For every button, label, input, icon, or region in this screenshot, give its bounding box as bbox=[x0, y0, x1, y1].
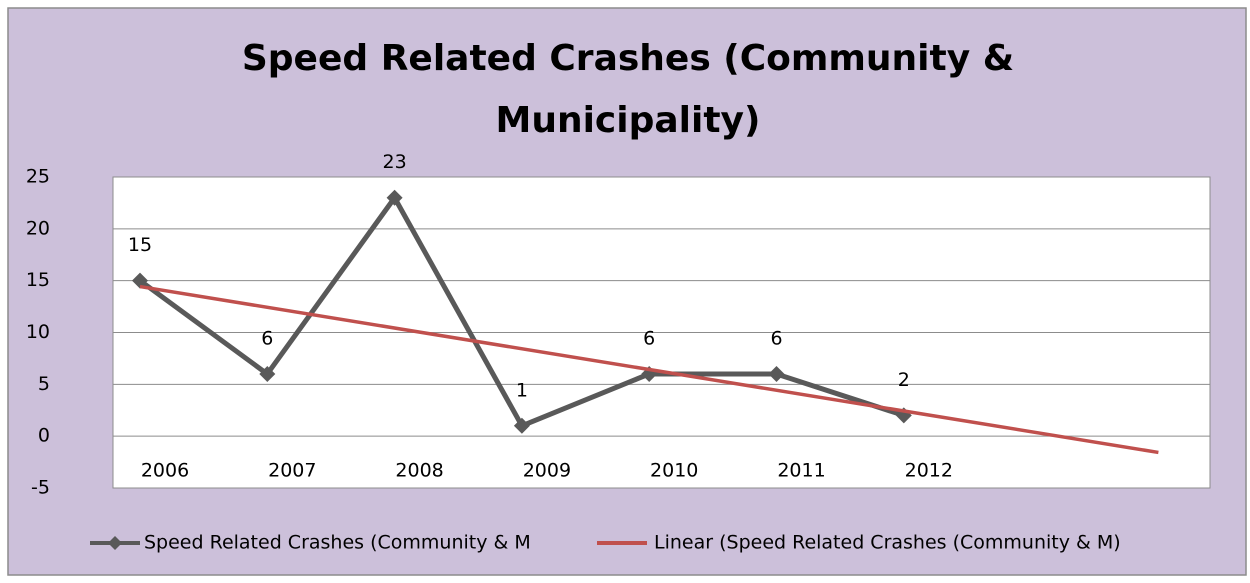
y-tick-label: 25 bbox=[26, 166, 50, 188]
legend-marker bbox=[108, 536, 122, 550]
data-label: 6 bbox=[643, 327, 655, 349]
data-label: 1 bbox=[516, 379, 528, 401]
marker bbox=[768, 365, 785, 382]
legend-label: Linear (Speed Related Crashes (Community… bbox=[654, 532, 1121, 554]
x-tick-label: 2010 bbox=[650, 460, 698, 482]
data-label: 23 bbox=[383, 151, 407, 173]
y-tick-label: 5 bbox=[38, 373, 50, 395]
x-tick-label: 2006 bbox=[141, 460, 189, 482]
legend-label: Speed Related Crashes (Community & M bbox=[144, 532, 531, 554]
data-label: 6 bbox=[261, 327, 273, 349]
trendline bbox=[139, 284, 1159, 455]
y-tick-label: 20 bbox=[26, 217, 50, 239]
marker bbox=[132, 272, 148, 289]
x-tick-label: 2007 bbox=[268, 460, 316, 482]
marker bbox=[259, 365, 276, 382]
y-tick-label: 0 bbox=[38, 425, 50, 447]
data-label: 15 bbox=[128, 234, 152, 256]
y-tick-label: 10 bbox=[26, 321, 50, 343]
chart-title: Municipality) bbox=[496, 100, 761, 141]
data-label: 6 bbox=[770, 327, 782, 349]
y-tick-label: -5 bbox=[31, 477, 50, 499]
x-tick-label: 2008 bbox=[395, 460, 443, 482]
y-tick-label: 15 bbox=[26, 269, 50, 291]
x-tick-label: 2009 bbox=[523, 460, 571, 482]
x-tick-label: 2011 bbox=[777, 460, 825, 482]
x-tick-label: 2012 bbox=[905, 460, 953, 482]
chart-title: Speed Related Crashes (Community & bbox=[242, 38, 1014, 79]
marker bbox=[513, 417, 530, 434]
marker bbox=[386, 189, 403, 206]
data-label: 2 bbox=[898, 369, 910, 391]
